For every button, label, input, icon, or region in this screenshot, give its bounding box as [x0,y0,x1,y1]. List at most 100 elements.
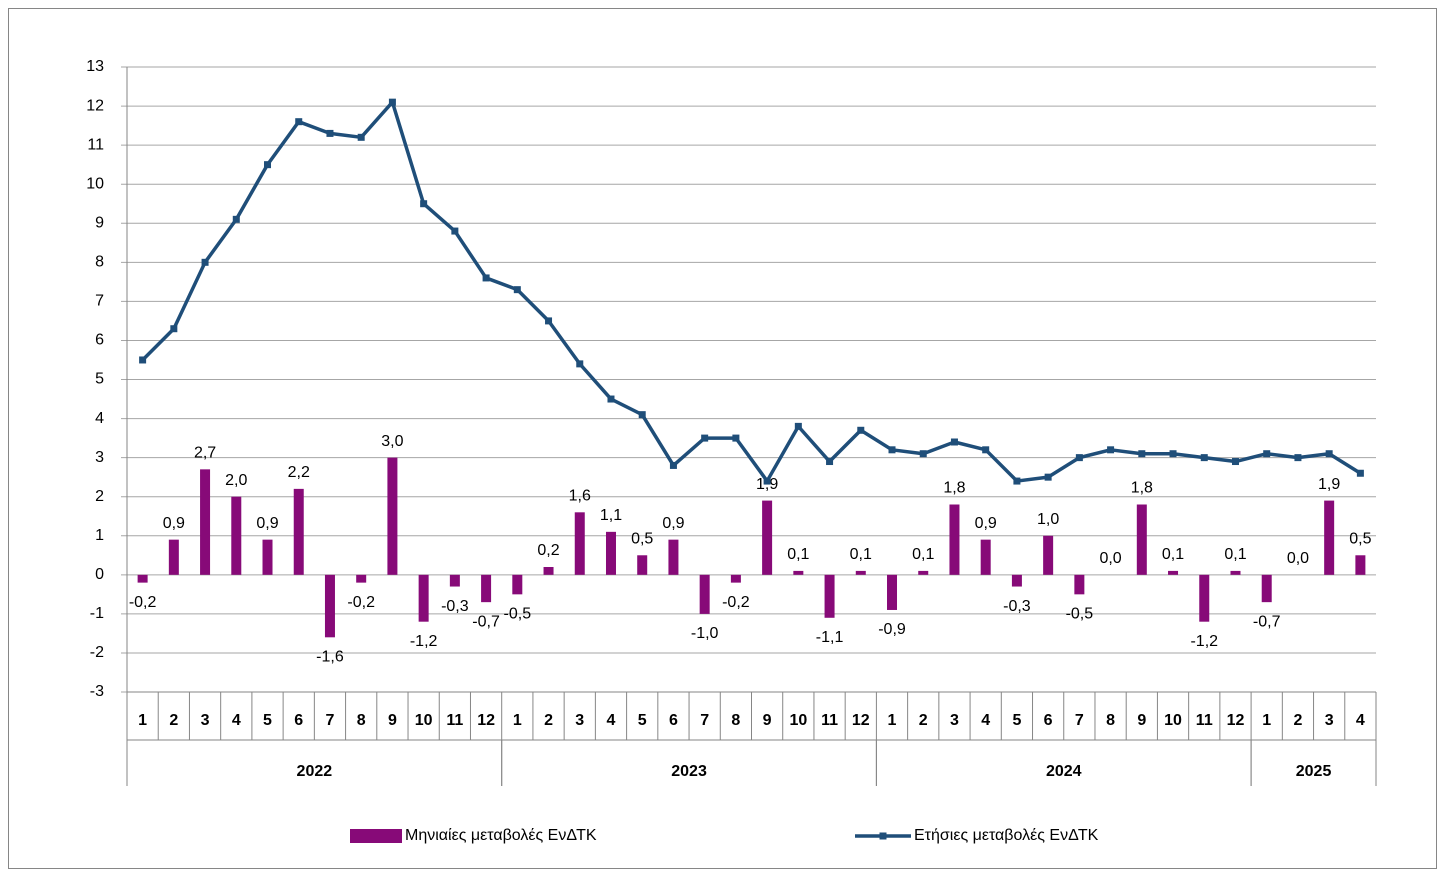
data-label: 0,1 [1224,546,1246,563]
x-tick-label: 11 [1196,712,1213,729]
x-tick-label: 4 [232,712,241,729]
bar [1355,555,1366,575]
data-label: 0,1 [850,546,872,563]
line-marker [732,434,740,442]
bar [356,574,367,583]
bar [1199,574,1210,622]
line-marker [669,461,677,469]
data-label: -0,2 [129,594,157,611]
bar [168,539,179,575]
line-marker [1356,469,1364,477]
chart-border [8,8,1437,869]
line-marker [701,434,709,442]
bar [1324,500,1335,575]
x-tick-label: 5 [1012,712,1021,729]
line-marker [326,129,334,137]
data-label: -0,2 [722,594,750,611]
bar [137,574,148,583]
bar [855,570,866,575]
data-label: 0,0 [1287,550,1309,567]
data-label: -0,3 [1003,598,1031,615]
data-label: 3,0 [381,433,403,450]
x-tick-label: 6 [1044,712,1053,729]
line-marker [1107,446,1115,454]
data-label: -0,3 [441,598,469,615]
legend-label: Μηνιαίες μεταβολές ΕνΔΤΚ [405,827,597,844]
x-tick-label: 7 [326,712,335,729]
data-label: 0,0 [1099,550,1121,567]
line [141,100,1362,483]
x-tick-label: 9 [388,712,397,729]
data-label: -1,2 [410,633,438,650]
y-tick-label: 3 [95,449,104,466]
y-tick-label: 7 [95,293,104,310]
line-marker [139,356,147,364]
data-label: -1,2 [1190,633,1218,650]
line-marker [1231,458,1239,466]
x-tick-label: 4 [607,712,616,729]
x-tick-label: 3 [575,712,584,729]
data-label: -0,9 [878,621,906,638]
bar [793,570,804,575]
x-tick-label: 8 [1106,712,1115,729]
y-tick-label: 5 [95,371,104,388]
line-marker [826,458,834,466]
bar [449,574,460,587]
y-tick-label: 2 [95,488,104,505]
x-tick-label: 3 [950,712,959,729]
data-label: -1,0 [691,625,719,642]
bar [231,496,242,575]
bar [512,574,523,595]
line-marker [513,286,521,294]
bar [1136,504,1147,575]
data-label: -1,1 [816,629,844,646]
x-tick-label: 2 [169,712,178,729]
line-marker [950,438,958,446]
y-tick-label: 6 [95,332,104,349]
data-label: -0,7 [1253,613,1281,630]
bar [1011,574,1022,587]
bar [887,574,898,610]
y-tick-label: 12 [86,97,104,114]
data-label: -0,5 [504,606,532,623]
bar [949,504,960,575]
line-marker [763,477,771,485]
data-label: 0,5 [631,531,653,548]
x-tick-label: 1 [138,712,147,729]
bar [324,574,335,638]
data-label: 0,1 [912,546,934,563]
bar [481,574,492,603]
legend-swatch [879,832,887,840]
legend-label: Ετήσιες μεταβολές ΕνΔΤΚ [914,827,1099,844]
data-label: 0,5 [1349,531,1371,548]
x-tick-label: 3 [1325,712,1334,729]
x-tick-label: 2 [544,712,553,729]
bar [418,574,429,622]
data-label: -0,2 [347,594,375,611]
data-label: 1,6 [569,488,591,505]
data-label: -0,7 [472,613,500,630]
y-tick-label: -3 [90,683,104,700]
line-marker [1044,473,1052,481]
line-marker [1294,454,1302,462]
x-tick-label: 4 [981,712,990,729]
line-marker [982,446,990,454]
x-tick-label: 11 [821,712,838,729]
data-label: -0,5 [1066,606,1094,623]
line-marker [170,325,178,333]
x-tick-label: 4 [1356,712,1365,729]
line-marker [420,200,428,208]
y-tick-label: -2 [90,644,104,661]
x-tick-label: 2 [919,712,928,729]
line-marker [264,161,272,169]
data-label: 0,9 [163,515,185,532]
bar [980,539,991,575]
line-marker [482,274,490,282]
data-label: 0,9 [662,515,684,532]
data-label: -1,6 [316,649,344,666]
line-marker [1200,454,1208,462]
bar [1074,574,1085,595]
y-tick-label: 13 [86,58,104,75]
legend-swatch [350,829,402,843]
bar [293,488,304,575]
